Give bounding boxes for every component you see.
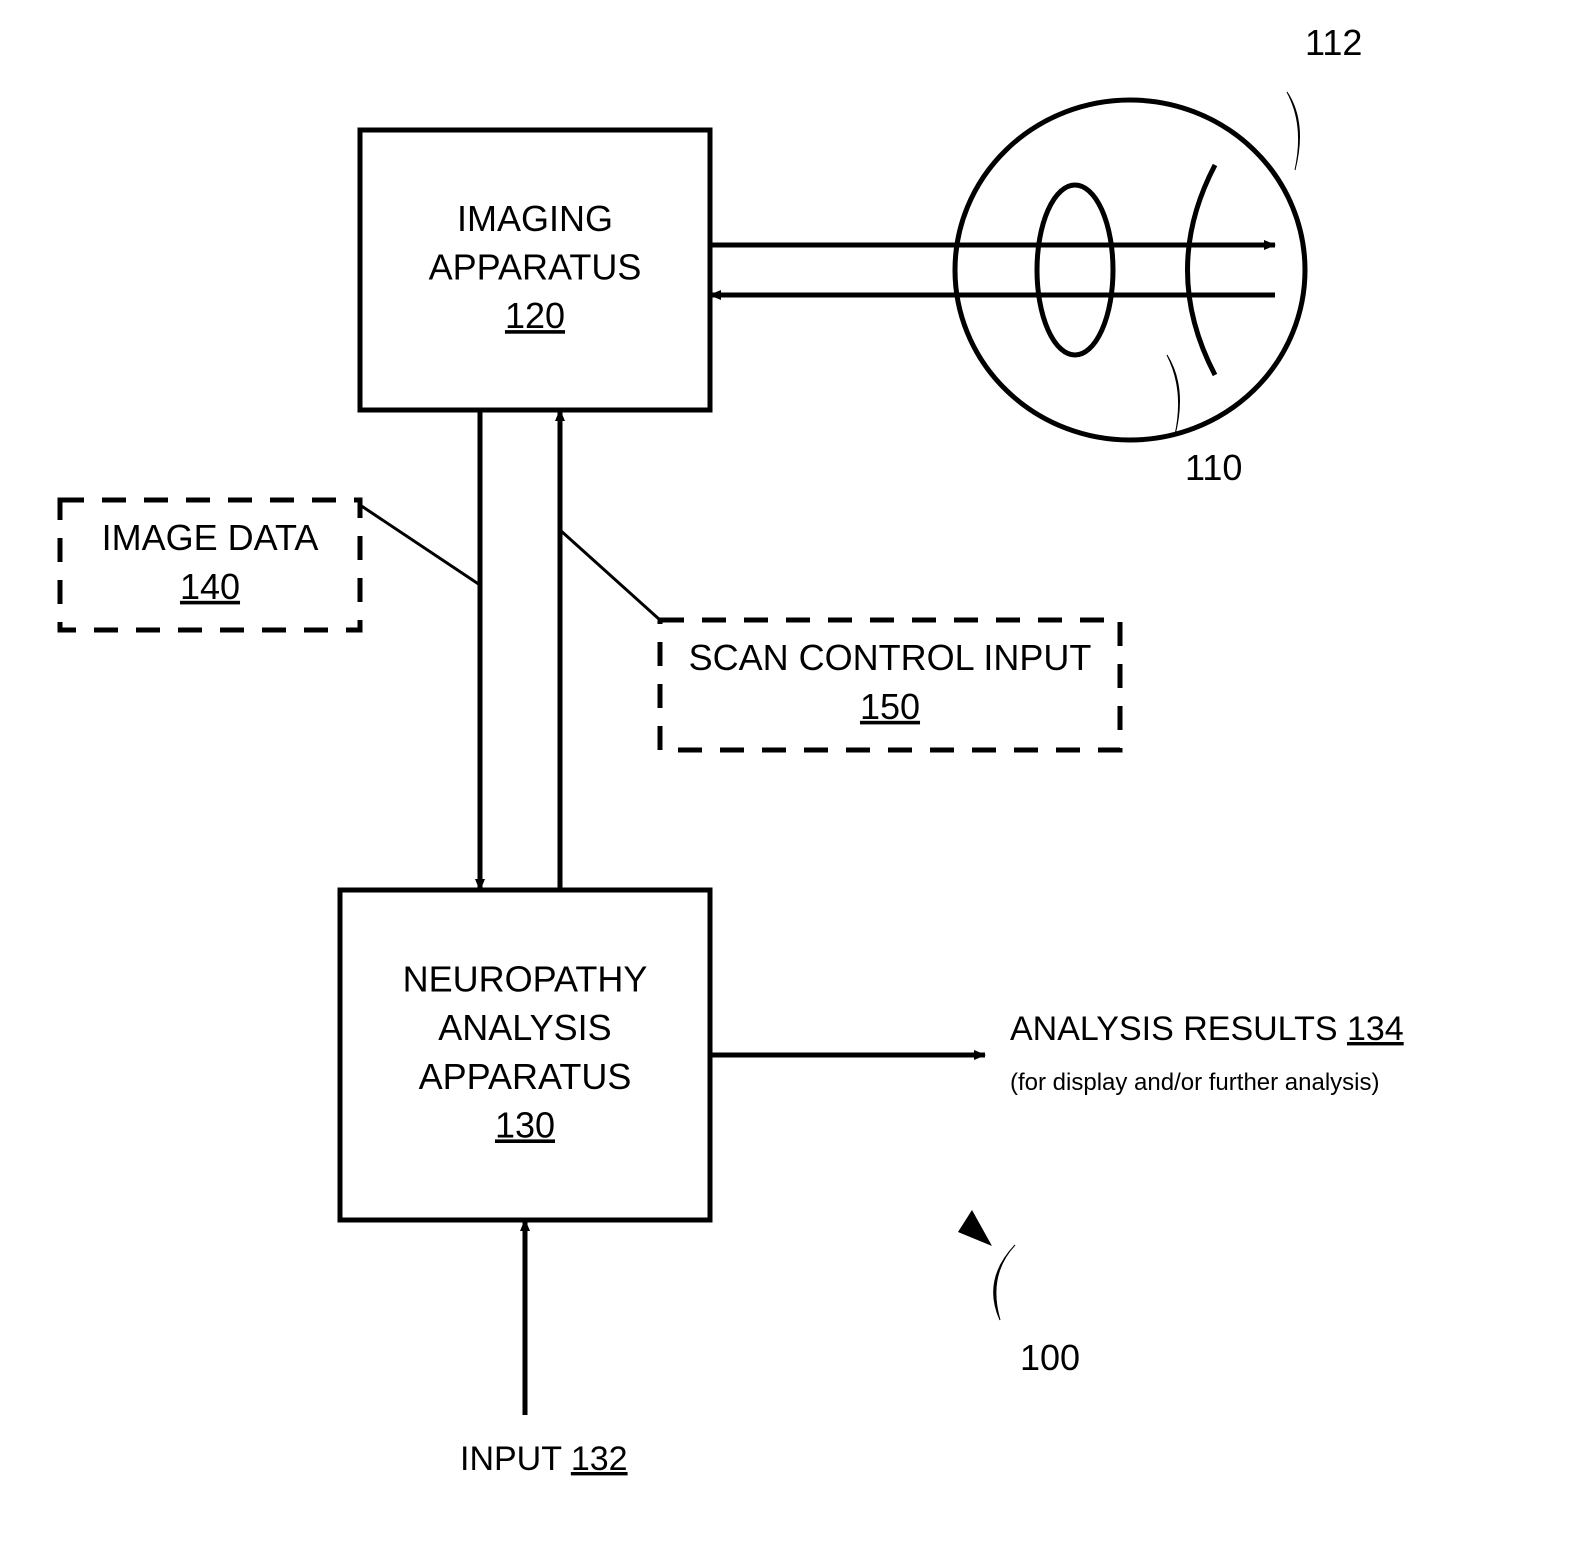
svg-text:SCAN CONTROL INPUT: SCAN CONTROL INPUT	[689, 637, 1092, 678]
label-110: 110	[1185, 447, 1242, 488]
svg-text:150: 150	[860, 686, 920, 727]
label-112: 112	[1305, 22, 1362, 63]
leader-scan-control	[560, 530, 660, 620]
leader-100-head	[958, 1210, 992, 1246]
svg-text:IMAGING: IMAGING	[457, 198, 613, 239]
leader-image-data	[360, 505, 480, 585]
imaging-apparatus-block: IMAGING APPARATUS 120	[360, 130, 710, 410]
scan-control-input-block: SCAN CONTROL INPUT 150	[660, 620, 1120, 750]
svg-text:APPARATUS: APPARATUS	[419, 1056, 632, 1097]
neuropathy-analysis-block: NEUROPATHY ANALYSIS APPARATUS 130	[340, 890, 710, 1220]
svg-text:ANALYSIS: ANALYSIS	[438, 1007, 611, 1048]
leader-112	[1287, 92, 1300, 170]
svg-text:APPARATUS: APPARATUS	[429, 247, 642, 288]
label-input: INPUT 132	[460, 1440, 628, 1478]
svg-text:120: 120	[505, 295, 565, 336]
svg-text:130: 130	[495, 1104, 555, 1145]
label-100: 100	[1020, 1337, 1080, 1378]
image-data-block: IMAGE DATA 140	[60, 500, 360, 630]
label-analysis-results: ANALYSIS RESULTS 134	[1010, 1010, 1404, 1048]
leader-110	[1167, 355, 1180, 435]
svg-text:IMAGE DATA: IMAGE DATA	[102, 517, 319, 558]
svg-text:NEUROPATHY: NEUROPATHY	[403, 959, 648, 1000]
eye-icon	[955, 100, 1305, 440]
svg-text:140: 140	[180, 566, 240, 607]
label-analysis-results-sub: (for display and/or further analysis)	[1010, 1069, 1380, 1096]
leader-100-tail	[994, 1245, 1015, 1320]
